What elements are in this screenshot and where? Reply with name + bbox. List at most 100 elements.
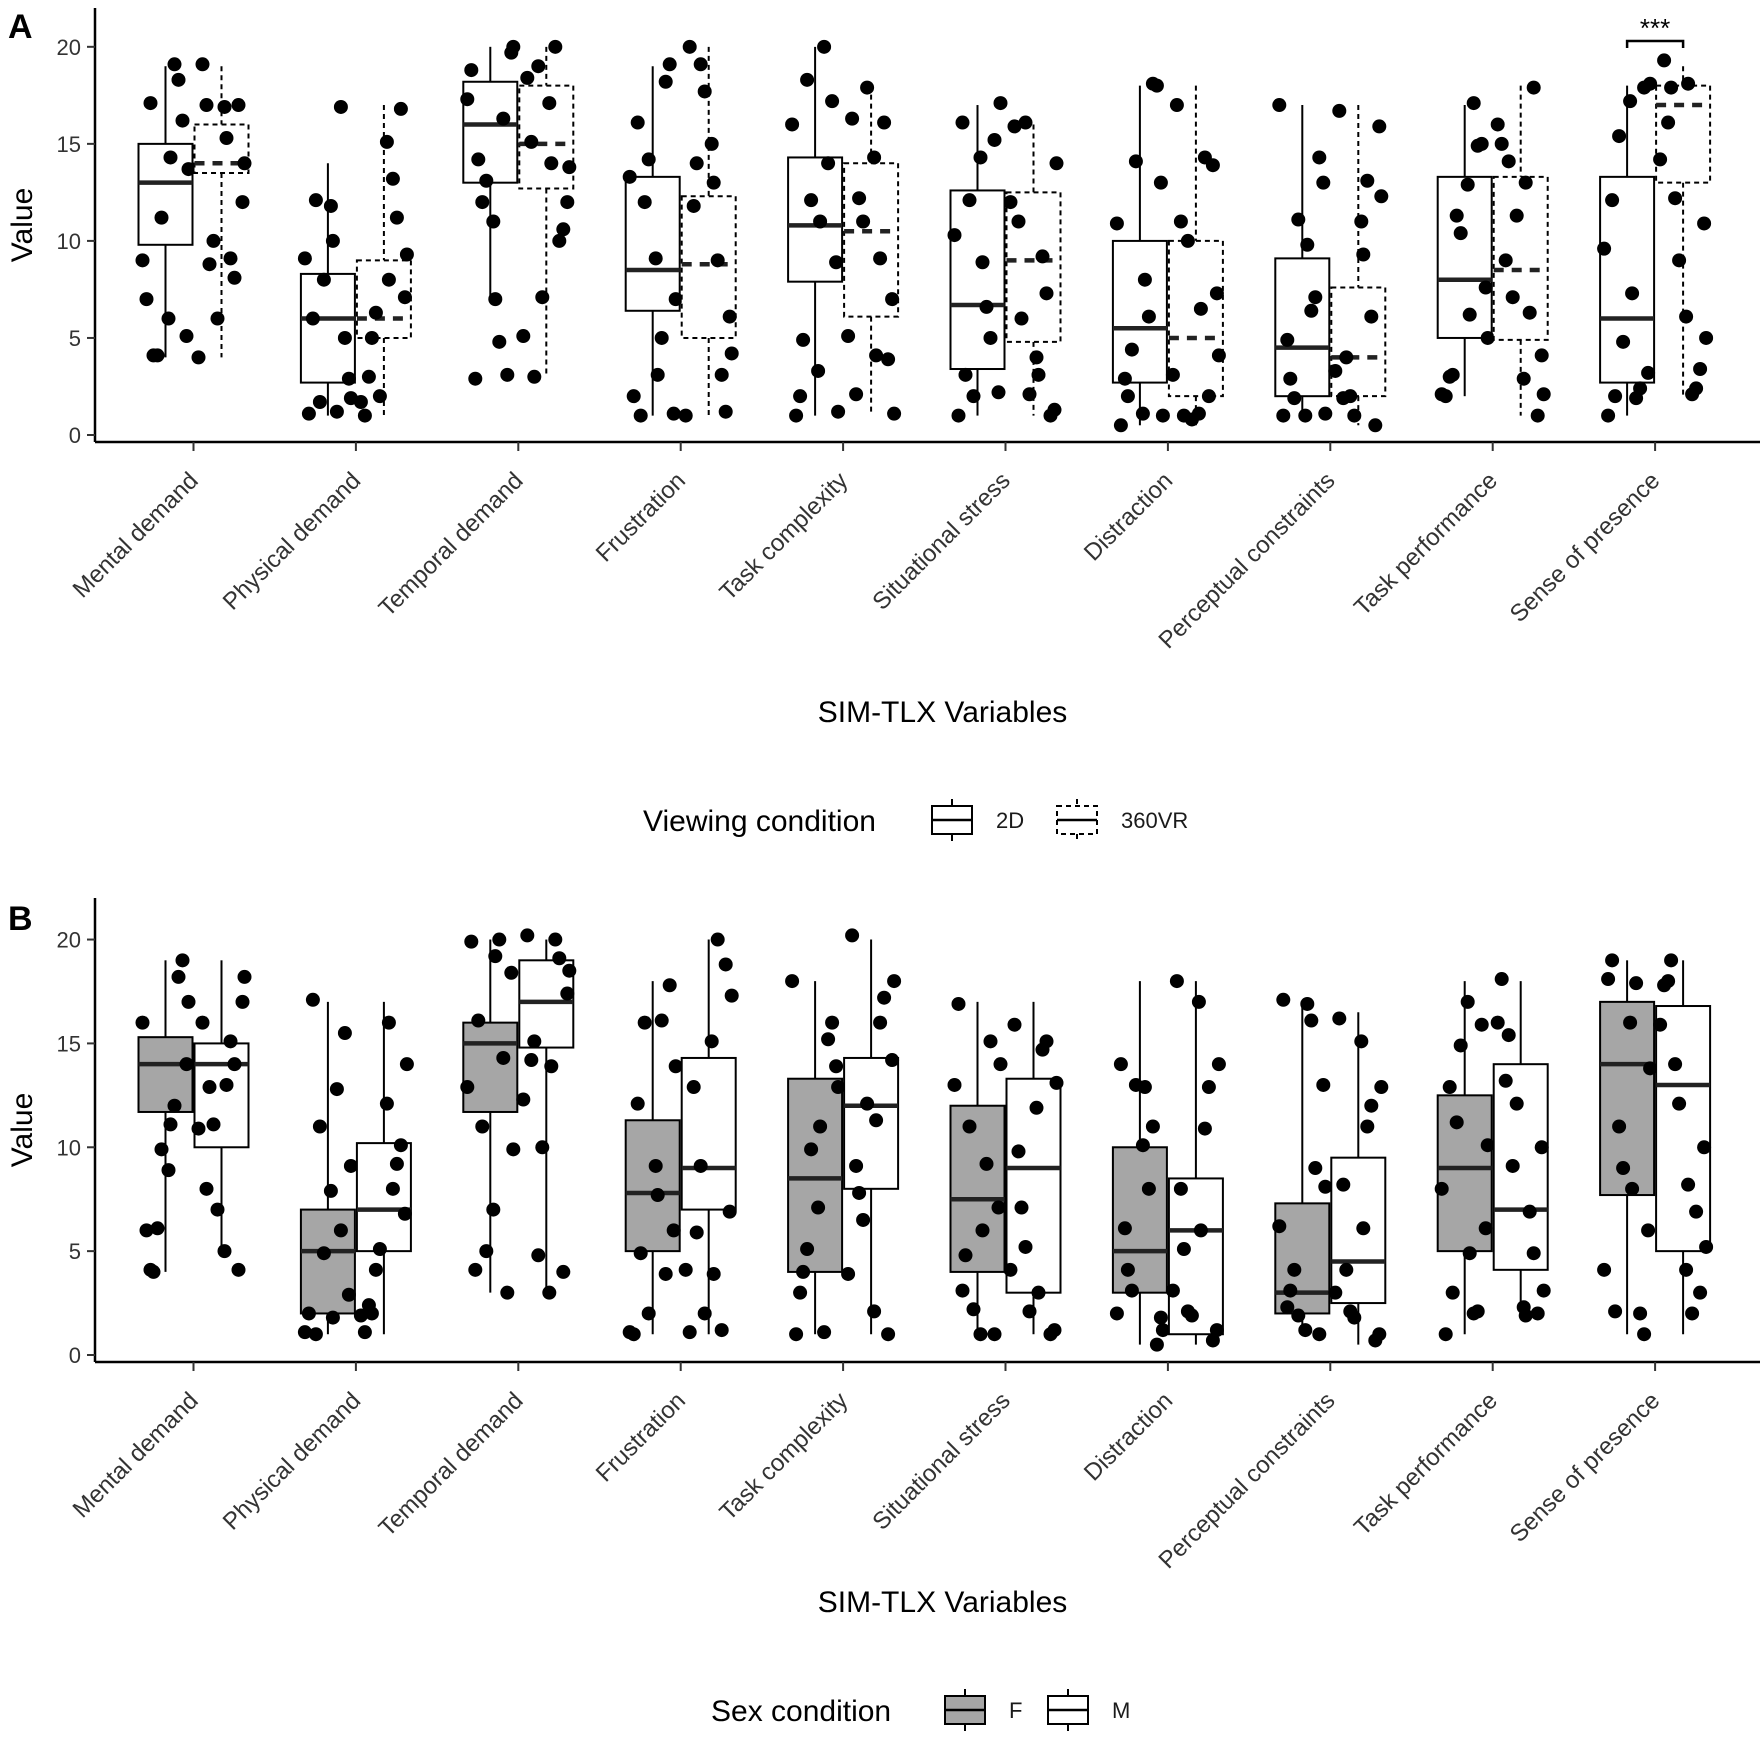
data-point [1526,1246,1541,1261]
data-point [1460,177,1475,192]
box-2d-frustration [624,175,681,312]
data-point [562,160,577,175]
data-point [1283,1283,1298,1298]
data-point [821,156,836,171]
data-point [329,404,344,419]
data-point [227,270,242,285]
data-point [150,1221,165,1236]
data-point [789,1327,804,1342]
data-point [1697,1140,1712,1155]
data-point [979,299,994,314]
significance-bracket [1625,39,1685,48]
data-point [139,292,154,307]
data-point [1332,103,1347,118]
data-point [500,367,515,382]
data-point [1176,1242,1191,1257]
data-point [316,1246,331,1261]
data-point [191,1121,206,1136]
data-point [845,111,860,126]
data-point [1478,280,1493,295]
data-point [1153,175,1168,190]
data-point [887,974,902,989]
data-point [951,996,966,1011]
data-point [1522,1204,1537,1219]
data-point [217,99,232,114]
data-point [143,96,158,111]
data-point [873,1015,888,1030]
data-point [175,953,190,968]
data-point [825,94,840,109]
data-point [301,1306,316,1321]
data-point [535,290,550,305]
data-point [548,932,563,947]
data-point [983,1034,998,1049]
data-point [1516,371,1531,386]
x-tick-label-perceptual-constraints: Perceptual constraints [1154,1387,1341,1574]
data-point [1191,406,1206,421]
data-point [1689,381,1704,396]
data-point [1534,1140,1549,1155]
data-point [562,963,577,978]
data-point [1209,286,1224,301]
data-point [1623,94,1638,109]
data-point [150,348,165,363]
data-point [171,969,186,984]
data-point [678,1262,693,1277]
data-point [718,404,733,419]
data-point [379,1096,394,1111]
data-point [1372,119,1387,134]
data-point [1509,208,1524,223]
data-point [1287,391,1302,406]
data-point [1141,309,1156,324]
data-point [1135,406,1150,421]
x-axis-title: SIM-TLX Variables [818,696,1068,729]
data-point [1462,307,1477,322]
data-point [785,974,800,989]
data-point [1339,1262,1354,1277]
data-point [1356,247,1371,262]
legend-title: Viewing condition [643,805,876,838]
data-point [1318,1179,1333,1194]
data-point [468,371,483,386]
data-point [1173,214,1188,229]
data-point [1128,154,1143,169]
data-point [210,311,225,326]
data-point [353,1308,368,1323]
data-point [1699,330,1714,345]
data-point [1498,253,1513,268]
x-tick-label-temporal-demand: Temporal demand [374,1387,529,1542]
data-point [1007,119,1022,134]
data-point [630,1096,645,1111]
data-point [714,1323,729,1338]
data-point [364,330,379,345]
data-point [825,1015,840,1030]
data-point [504,45,519,60]
data-point [1300,996,1315,1011]
data-point [979,1156,994,1171]
box-2d-sense-of-presence [1599,175,1656,384]
x-tick-label-mental-demand: Mental demand [68,1387,204,1523]
data-point [1453,226,1468,241]
data-point [955,1283,970,1298]
data-point [381,1015,396,1030]
data-point [958,367,973,382]
data-point [154,1142,169,1157]
data-point [1449,208,1464,223]
y-tick-label: 15 [57,132,81,157]
data-point [475,195,490,210]
data-point [516,329,531,344]
data-point [139,1223,154,1238]
data-point [1022,1304,1037,1319]
box-f-situational-stress [949,1104,1006,1273]
data-point [1625,1181,1640,1196]
data-point [662,978,677,993]
data-point [1308,290,1323,305]
data-point [1109,216,1124,231]
data-point [237,969,252,984]
series-2d [135,39,1658,433]
data-point [637,1015,652,1030]
x-tick-label-temporal-demand: Temporal demand [374,467,529,622]
data-point [206,233,221,248]
data-point [1505,290,1520,305]
